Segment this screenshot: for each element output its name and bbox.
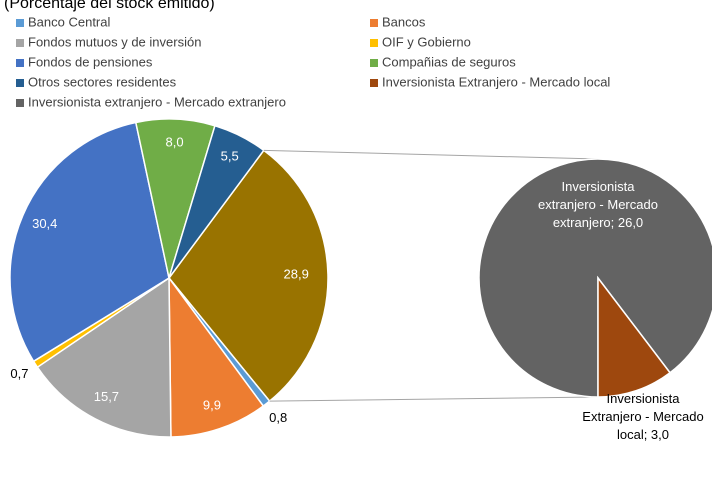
data-label: 5,5 [221,149,239,164]
data-label-box: Inversionista extranjero - Mercado extra… [538,179,658,230]
legend-label: OIF y Gobierno [382,34,471,49]
data-label: 30,4 [32,216,57,231]
connector [263,149,599,160]
pie-slice [168,275,265,438]
legend-label: Banco Central [28,14,110,29]
data-label-box: Inversionista Extranjero - Mercado local… [582,391,704,442]
legend-swatch [16,79,24,87]
legend-label: Fondos de pensiones [28,54,153,69]
data-label: Inversionista Extranjero - Mercado local… [582,391,704,442]
legend-label: Bancos [382,14,426,29]
pie-slice [9,121,170,363]
legend-label: Compañias de seguros [382,54,516,69]
pie-slice [168,124,265,279]
legend-label: Fondos mutuos y de inversión [28,34,201,49]
legend-label: Inversionista extranjero - Mercado extra… [28,94,286,109]
legend-swatch [16,59,24,67]
connector [269,396,599,402]
data-label: Inversionista extranjero - Mercado extra… [538,179,658,230]
pie-slice [168,149,329,403]
pie-slice [597,275,672,398]
legend-label: Inversionista Extranjero - Mercado local [382,74,610,89]
legend-swatch [16,19,24,27]
data-label: 15,7 [94,389,119,404]
legend-swatch [370,19,378,27]
legend-swatch [16,39,24,47]
pie-slice [478,158,712,398]
data-label: 9,9 [203,398,221,413]
data-label: 0,8 [269,410,287,425]
data-label: 28,9 [284,266,309,281]
legend-label: Otros sectores residentes [28,74,177,89]
legend-swatch [370,39,378,47]
legend-swatch [16,99,24,107]
chart-subtitle: (Porcentaje del stock emitido) [4,0,215,12]
data-label: 0,7 [10,366,28,381]
data-label: 8,0 [166,134,184,149]
legend-swatch [370,79,378,87]
pie-slice [36,276,172,438]
legend-swatch [370,59,378,67]
